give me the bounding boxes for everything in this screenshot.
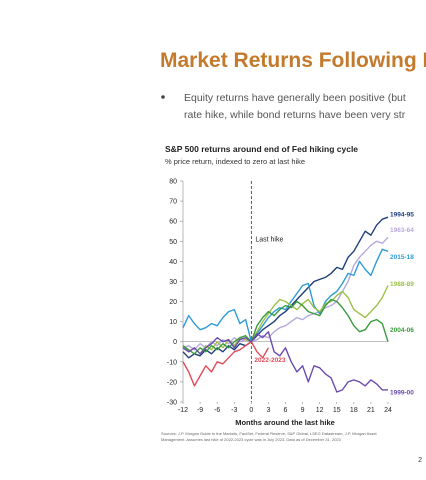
series-label: 1988-89 — [390, 281, 414, 288]
chart-title: S&P 500 returns around end of Fed hiking… — [165, 144, 358, 154]
x-tick-label: 3 — [266, 407, 270, 414]
series-line — [182, 285, 389, 355]
y-tick-label: -10 — [167, 359, 177, 366]
series-label: 2004-06 — [390, 327, 414, 334]
slide-title: Market Returns Following I — [160, 49, 426, 72]
series-line — [182, 341, 270, 387]
y-tick-label: 60 — [169, 219, 177, 226]
y-tick-label: -30 — [167, 400, 177, 407]
x-tick-label: -3 — [231, 407, 237, 414]
series-line — [182, 331, 388, 393]
y-tick-label: 10 — [169, 319, 177, 326]
x-tick-label: -9 — [197, 407, 203, 414]
series-label: 2022-2023 — [254, 357, 285, 364]
y-tick-label: 50 — [169, 239, 177, 246]
page-number: 2 — [418, 457, 422, 464]
y-tick-label: -20 — [167, 379, 177, 386]
x-tick-label: 18 — [350, 407, 358, 414]
bullet-text: Equity returns have generally been posit… — [184, 92, 406, 104]
y-tick-label: 30 — [169, 279, 177, 286]
series-line — [182, 216, 389, 359]
x-tick-label: 21 — [367, 407, 375, 414]
chart-subtitle: % price return, indexed to zero at last … — [165, 157, 305, 166]
bullet-dot — [161, 95, 165, 99]
x-tick-label: 0 — [249, 407, 253, 414]
series-line — [182, 236, 389, 351]
source: Sources: J.P. Morgan Guide to the Market… — [161, 431, 378, 436]
y-tick-label: 20 — [169, 299, 177, 306]
bullet-text: rate hike, while bond returns have been … — [184, 109, 406, 121]
y-tick-label: 70 — [169, 199, 177, 206]
x-tick-label: 6 — [284, 407, 288, 414]
x-tick-label: 9 — [301, 407, 305, 414]
annotation: Last hike — [255, 236, 283, 243]
slide-body: Market Returns Following I Equity return… — [160, 49, 426, 464]
series-label: 1963-64 — [390, 227, 414, 234]
x-axis-label: Months around the last hike — [235, 418, 335, 427]
x-tick-label: 12 — [316, 407, 324, 414]
x-tick-label: 24 — [384, 407, 392, 414]
y-tick-label: 0 — [173, 339, 177, 346]
series-label: 2015-18 — [390, 254, 414, 261]
series-line — [182, 298, 389, 355]
source: Management. Assumes last hike of 2022-20… — [161, 437, 342, 442]
x-tick-label: -6 — [214, 407, 220, 414]
series-label: 1994-95 — [390, 212, 414, 219]
x-tick-label: 15 — [333, 407, 341, 414]
y-tick-label: 40 — [169, 259, 177, 266]
series-label: 1999-00 — [390, 389, 414, 396]
y-tick-label: 80 — [169, 179, 177, 186]
series-line — [182, 248, 389, 343]
x-tick-label: -12 — [178, 407, 188, 414]
